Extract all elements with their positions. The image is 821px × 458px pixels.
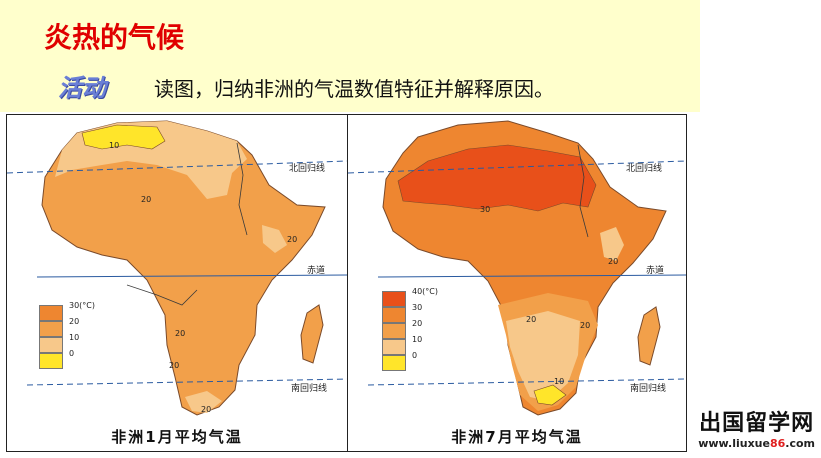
legend-level: 40(°C): [412, 287, 439, 296]
isotherm-label: 10: [554, 377, 565, 386]
isotherm-label: 20: [580, 321, 591, 330]
tropic-south-label: 南回归线: [291, 384, 328, 394]
map-caption-january: 非洲1月平均气温: [111, 428, 243, 446]
tropic-south-label: 南回归线: [630, 384, 667, 394]
watermark-main: 出国留学网: [699, 411, 815, 436]
tropic-of-capricorn-line: [26, 378, 347, 386]
region-20-30: [41, 120, 326, 416]
equator-line: [377, 274, 686, 278]
region-40-plus: [397, 144, 597, 212]
madagascar-january: [300, 304, 324, 364]
isotherm-label: 20: [175, 329, 186, 338]
isotherm-label: 20: [608, 257, 619, 266]
region-10-20-south: [506, 311, 580, 401]
legend-level: 30(°C): [69, 301, 96, 310]
instruction-text: 读图，归纳非洲的气温数值特征并解释原因。: [154, 77, 554, 101]
map-caption-july: 非洲7月平均气温: [451, 428, 583, 446]
legend-level: 0: [412, 351, 418, 360]
isotherm-label: 20: [141, 195, 152, 204]
legend-level: 20: [412, 319, 423, 328]
legend-level: 20: [69, 317, 80, 326]
madagascar-july: [637, 306, 661, 366]
tropic-of-capricorn-line: [367, 378, 686, 386]
legend-level: 0: [69, 349, 75, 358]
map-panel-january: 北回归线 赤道 南回归线 10 20 20 20 20 20 30(°C) 20…: [6, 114, 348, 452]
legend-level: 10: [412, 335, 423, 344]
region-10-20-horn: [262, 225, 287, 253]
isotherm-label: 30: [480, 205, 491, 214]
isotherm-label: 20: [287, 235, 298, 244]
nile-river: [236, 142, 248, 236]
map-panel-july: 北回归线 赤道 南回归线 30 20 20 20 10 40(°C) 30 20…: [347, 114, 687, 452]
equator-line: [36, 274, 347, 278]
region-0-10-north: [81, 124, 166, 150]
tropic-of-cancer-line: [7, 160, 347, 174]
isotherm-label: 20: [169, 361, 180, 370]
isotherm-label: 20: [526, 315, 537, 324]
legend-level: 10: [69, 333, 80, 342]
slide-title: 炎热的气候: [44, 21, 185, 54]
isotherm-label: 10: [109, 141, 120, 150]
region-0-10-south: [533, 384, 567, 406]
legend-level: 30: [412, 303, 423, 312]
site-watermark: 出国留学网 www.liuxue86.com: [698, 405, 815, 450]
watermark-url: www.liuxue86.com: [698, 437, 815, 450]
activity-badge: 活动: [58, 74, 106, 102]
region-10-20-south: [185, 391, 222, 413]
tropic-north-label: 北回归线: [626, 164, 663, 174]
nile-river: [577, 144, 589, 238]
region-10-20-east: [600, 227, 624, 261]
isotherm-label: 20: [201, 405, 212, 414]
tropic-north-label: 北回归线: [289, 164, 326, 174]
equator-label: 赤道: [646, 266, 665, 276]
tropic-of-cancer-line: [348, 160, 686, 174]
africa-map-january: [7, 120, 347, 416]
africa-map-july: [348, 120, 686, 416]
congo-river: [126, 284, 198, 306]
equator-label: 赤道: [307, 266, 326, 276]
slide-header-background: [0, 0, 700, 112]
